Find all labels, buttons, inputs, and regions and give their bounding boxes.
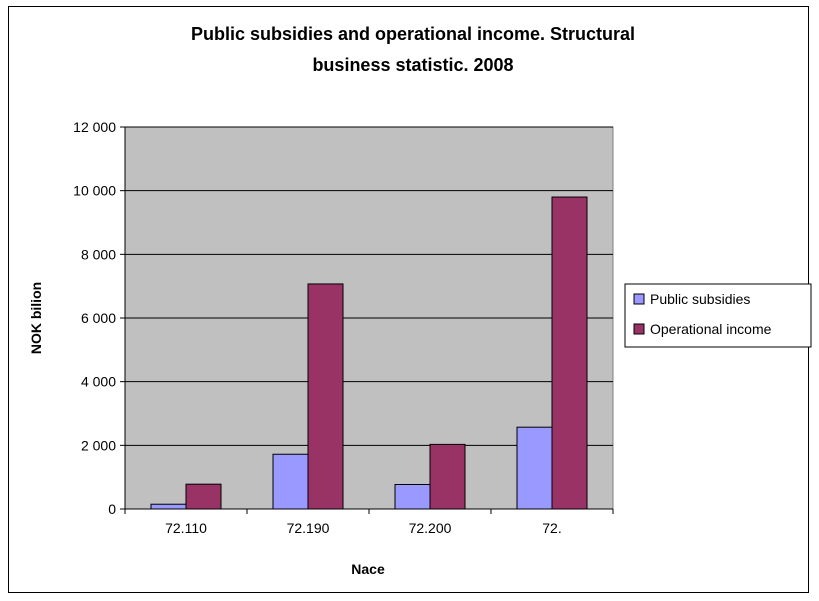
y-tick-label: 8 000 bbox=[81, 246, 116, 262]
bar bbox=[185, 483, 222, 510]
gridlines bbox=[125, 126, 613, 446]
legend-label: Operational income bbox=[650, 321, 772, 337]
x-tick-label: 72.190 bbox=[287, 520, 330, 536]
y-tick-label: 6 000 bbox=[81, 310, 116, 326]
bar bbox=[429, 443, 466, 510]
y-tick-label: 4 000 bbox=[81, 374, 116, 390]
chart-title-line-1: Public subsidies and operational income.… bbox=[191, 24, 635, 44]
legend: Public subsidies Operational income bbox=[624, 283, 812, 348]
bar bbox=[150, 503, 187, 510]
y-axis: 0 2 000 4 000 6 000 8 000 10 000 12 000 bbox=[73, 119, 126, 517]
x-axis: 72.110 72.190 72.200 72. bbox=[124, 508, 614, 536]
y-tick-label: 10 000 bbox=[73, 183, 116, 199]
x-tick-label: 72.110 bbox=[165, 520, 207, 536]
legend-box bbox=[624, 283, 812, 348]
bar bbox=[516, 426, 553, 510]
chart-title-line-2: business statistic. 2008 bbox=[312, 55, 513, 75]
x-tick-label: 72.200 bbox=[409, 520, 452, 536]
legend-label: Public subsidies bbox=[650, 291, 750, 307]
y-axis-label: NOK bilion bbox=[28, 282, 44, 354]
y-tick-label: 12 000 bbox=[73, 119, 116, 135]
y-tick-label: 2 000 bbox=[81, 437, 116, 453]
bar bbox=[307, 283, 344, 510]
x-axis-label: Nace bbox=[351, 561, 385, 577]
legend-swatch bbox=[633, 293, 645, 305]
y-tick-label: 0 bbox=[108, 501, 116, 517]
x-tick-label: 72. bbox=[542, 520, 561, 536]
bar bbox=[272, 453, 309, 510]
bar bbox=[394, 483, 431, 510]
bar bbox=[551, 196, 588, 510]
legend-swatch bbox=[633, 323, 645, 335]
